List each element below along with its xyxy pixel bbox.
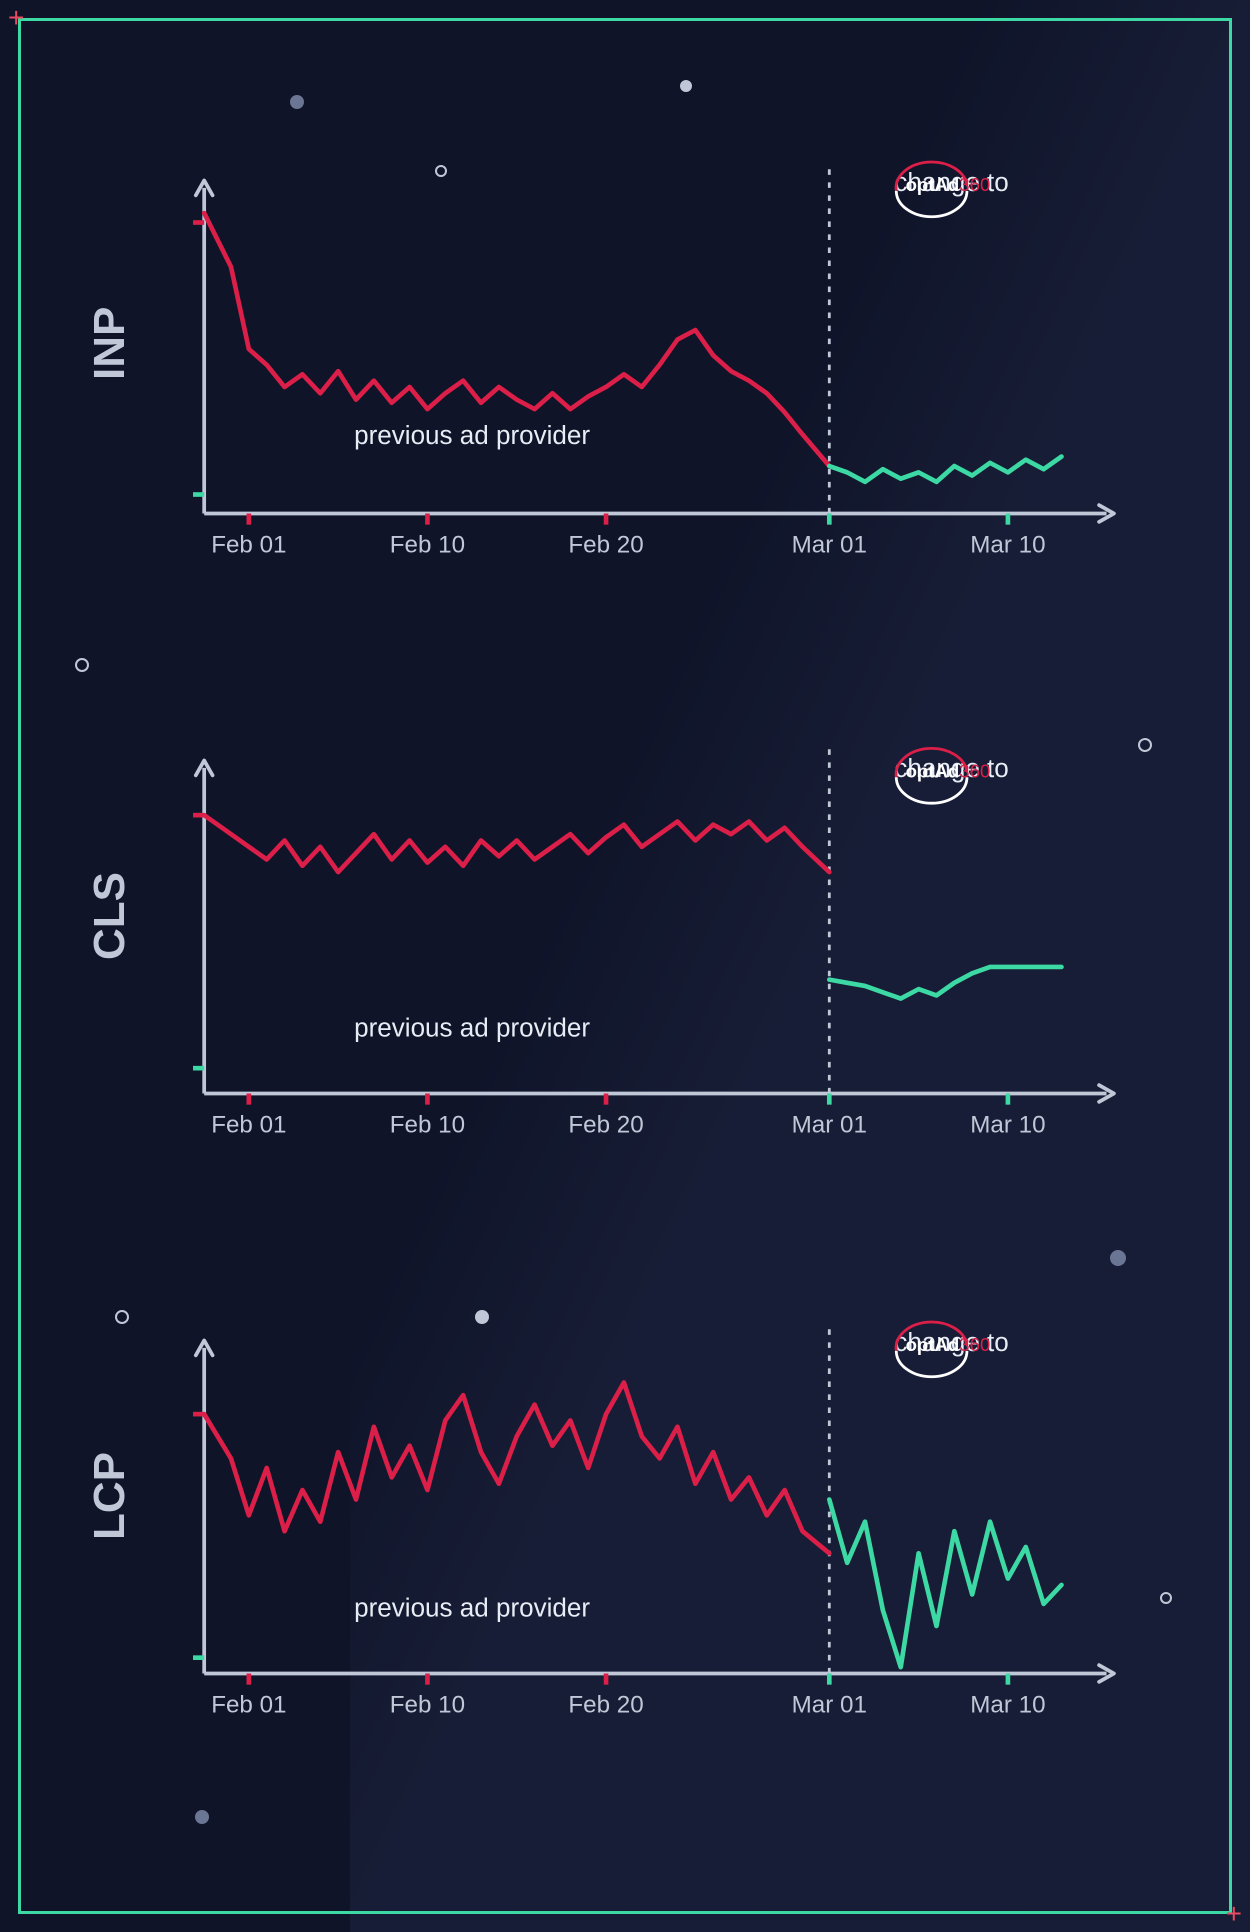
x-tick-label: Feb 01	[211, 532, 286, 559]
logo-text: optAd360	[906, 760, 991, 781]
series-after	[829, 967, 1061, 999]
x-tick-label: Feb 20	[568, 1112, 643, 1139]
chart-lcp: Feb 01 Feb 10 Feb 20 Mar 01 Mar 10 previous a…	[160, 1320, 1160, 1720]
chart-row-cls: CLSFeb 01Feb 10Feb 20Mar 01Mar 10previou…	[90, 740, 1160, 1140]
charts-container: INP Feb 01 Feb 10 Feb 20 Mar 01 Mar 10 previou…	[0, 0, 1250, 1810]
decorative-dot	[195, 1810, 209, 1824]
chart-title-cls: CLS	[85, 920, 135, 960]
logo-text: optAd360	[906, 174, 991, 195]
previous-provider-label: previous ad provider	[354, 420, 590, 450]
corner-plus-icon: +	[1226, 1900, 1242, 1928]
x-tick-label: Feb 10	[390, 1112, 465, 1139]
x-tick-label: Mar 10	[970, 532, 1045, 559]
chart-row-inp: INPFeb 01Feb 10Feb 20Mar 01Mar 10previou…	[90, 160, 1160, 560]
series-previous	[204, 815, 829, 872]
series-previous	[204, 1383, 829, 1554]
x-tick-label: Mar 10	[970, 1692, 1045, 1719]
previous-provider-label: previous ad provider	[354, 1593, 590, 1623]
x-tick-label: Mar 01	[792, 1692, 867, 1719]
x-tick-label: Feb 20	[568, 532, 643, 559]
x-tick-label: Mar 01	[792, 1112, 867, 1139]
chart-cls: Feb 01 Feb 10 Feb 20 Mar 01 Mar 10 previous a…	[160, 740, 1160, 1140]
x-tick-label: Feb 01	[211, 1692, 286, 1719]
chart-title-inp: INP	[85, 340, 135, 380]
logo-text: optAd360	[906, 1334, 991, 1355]
x-tick-label: Mar 10	[970, 1112, 1045, 1139]
chart-row-lcp: LCPFeb 01Feb 10Feb 20Mar 01Mar 10previou…	[90, 1320, 1160, 1720]
previous-provider-label: previous ad provider	[354, 1013, 590, 1043]
x-tick-label: Mar 01	[792, 532, 867, 559]
x-tick-label: Feb 10	[390, 532, 465, 559]
chart-title-lcp: LCP	[85, 1500, 135, 1540]
x-tick-label: Feb 01	[211, 1112, 286, 1139]
x-tick-label: Feb 20	[568, 1692, 643, 1719]
series-after	[829, 457, 1061, 482]
x-tick-label: Feb 10	[390, 1692, 465, 1719]
series-after	[829, 1500, 1061, 1668]
chart-inp: Feb 01 Feb 10 Feb 20 Mar 01 Mar 10 previous a…	[160, 160, 1160, 560]
